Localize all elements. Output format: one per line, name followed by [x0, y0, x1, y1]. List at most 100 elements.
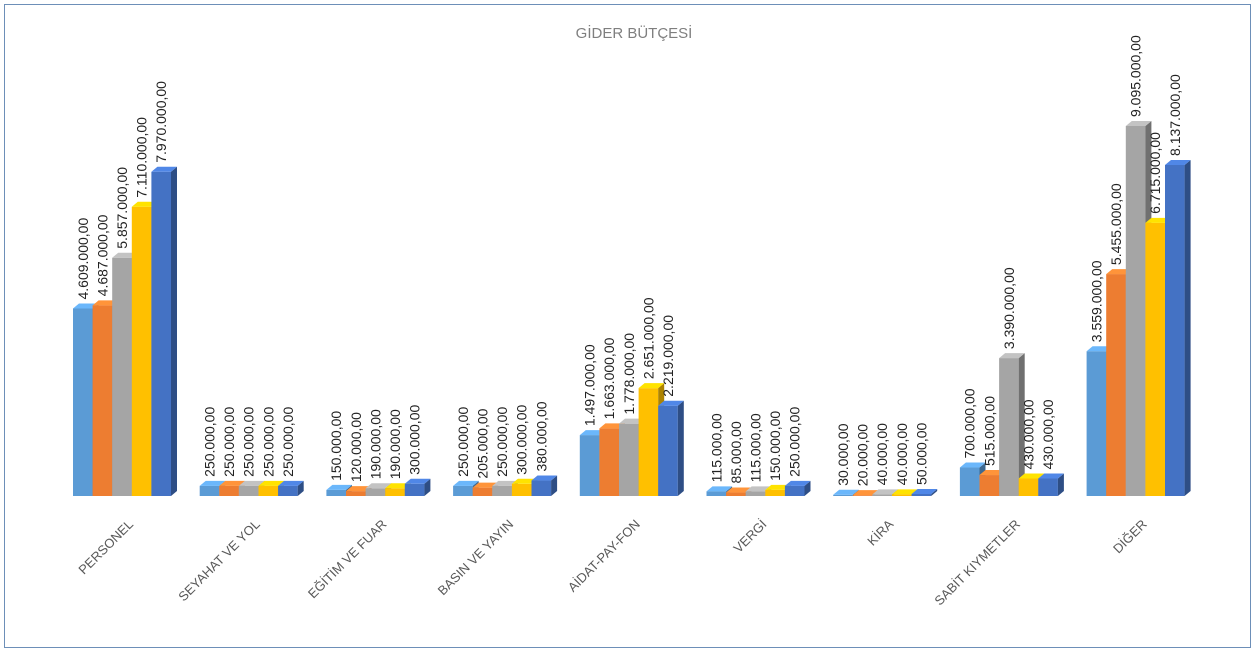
- bar-front: [852, 495, 873, 496]
- data-label: 120.000,00: [348, 412, 364, 482]
- bar-top: [599, 423, 625, 429]
- bar-front: [151, 171, 171, 496]
- bar-top: [531, 475, 558, 481]
- bar-front: [911, 493, 932, 496]
- category-label: PERSONEL: [75, 517, 136, 578]
- data-label: 7.970.000,00: [153, 81, 169, 163]
- bar-front: [1165, 164, 1185, 496]
- data-label: 7.110.000,00: [134, 117, 150, 198]
- bar-front: [346, 491, 366, 496]
- data-label: 380.000,00: [533, 401, 549, 471]
- bar-top: [199, 480, 226, 486]
- bar-top: [579, 430, 606, 436]
- bar-front: [258, 485, 279, 496]
- bar-side: [297, 480, 304, 496]
- data-label: 1.663.000,00: [601, 337, 617, 419]
- bar: [784, 480, 811, 496]
- category-label: KİRA: [864, 516, 896, 548]
- bar-side: [171, 166, 177, 496]
- bar-top: [492, 480, 518, 486]
- bar: [404, 478, 431, 496]
- bar-top: [511, 478, 538, 484]
- bar-front: [385, 488, 405, 496]
- bar-top: [833, 489, 859, 495]
- bar-top: [745, 486, 772, 492]
- data-label: 9.095.000,00: [1128, 35, 1144, 117]
- data-label: 1.778.000,00: [621, 333, 637, 415]
- bar-top: [472, 482, 499, 488]
- data-label: 430.000,00: [1040, 399, 1056, 469]
- data-label: 190.000,00: [387, 409, 403, 479]
- bar-front: [658, 405, 678, 496]
- bar-top: [326, 484, 352, 490]
- data-label: 4.609.000,00: [75, 218, 91, 300]
- bar-top: [892, 489, 918, 495]
- bar-front: [131, 206, 152, 496]
- category-label: SABİT KIYMETLER: [931, 517, 1023, 609]
- data-label: 40.000,00: [894, 423, 910, 485]
- category-label: BASIN VE YAYIN: [435, 517, 517, 599]
- data-label: 250.000,00: [221, 407, 237, 477]
- data-label: 250.000,00: [455, 407, 471, 477]
- data-label: 250.000,00: [280, 407, 296, 477]
- category-labels-layer: PERSONEL SEYAHAT VE YOL EĞİTİM VE FUAR BASI…: [75, 516, 1149, 608]
- chart-title: GİDER BÜTÇESİ: [576, 24, 693, 42]
- bar-top: [979, 470, 1006, 476]
- bar-front: [92, 305, 113, 496]
- bar-front: [599, 428, 619, 496]
- category-label: VERGİ: [730, 517, 769, 556]
- bar-front: [784, 485, 805, 496]
- bar-top: [658, 400, 684, 406]
- bar-top: [1018, 473, 1045, 479]
- bar-top: [219, 480, 245, 486]
- bar: [151, 166, 177, 496]
- bar-top: [131, 201, 158, 207]
- bar-front: [833, 494, 853, 496]
- data-label: 8.137.000,00: [1167, 74, 1183, 156]
- category-label: DİĞER: [1110, 517, 1150, 557]
- bar-front: [112, 257, 132, 496]
- bar-top: [726, 487, 752, 493]
- data-label: 4.687.000,00: [94, 214, 110, 296]
- bar-top: [1125, 121, 1152, 126]
- bar-front: [726, 492, 746, 496]
- bar-top: [151, 166, 177, 172]
- data-label: 250.000,00: [202, 407, 218, 477]
- bar: [999, 353, 1025, 496]
- bar-top: [872, 489, 898, 495]
- chart-frame: GİDER BÜTÇESİ 4.609.000,00 4.687.000,00 5.…: [4, 4, 1251, 648]
- category-label: AİDAT-PAY-FON: [565, 517, 643, 595]
- bar-top: [112, 252, 138, 258]
- bar-front: [745, 491, 766, 496]
- bar-front: [238, 485, 259, 496]
- bar-front: [73, 308, 93, 496]
- bar-top: [638, 383, 665, 389]
- bar-top: [238, 480, 265, 486]
- bar-front: [1086, 351, 1107, 496]
- bar-front: [1038, 478, 1058, 496]
- bar-front: [219, 485, 239, 496]
- bar-front: [1125, 126, 1146, 496]
- data-label: 250.000,00: [787, 407, 803, 477]
- data-label: 1.497.000,00: [582, 344, 598, 426]
- bar: [278, 480, 304, 496]
- bar-top: [385, 483, 411, 489]
- bar-front: [959, 467, 980, 496]
- bar-top: [706, 486, 733, 492]
- data-label: 250.000,00: [494, 407, 510, 477]
- bar-side: [1057, 473, 1064, 496]
- data-label: 3.390.000,00: [1001, 267, 1017, 349]
- bar-top: [1086, 346, 1113, 352]
- bar-front: [531, 480, 552, 496]
- data-label: 40.000,00: [874, 423, 890, 485]
- data-label: 85.000,00: [728, 421, 744, 483]
- bar-top: [92, 300, 119, 306]
- data-label: 115.000,00: [748, 413, 764, 482]
- data-labels-layer: 4.609.000,00 4.687.000,005.857.000,007.11…: [75, 35, 1183, 486]
- data-label: 3.559.000,00: [1088, 260, 1104, 342]
- bar: [531, 475, 558, 496]
- bar-front: [979, 475, 1000, 496]
- bar-top: [1165, 159, 1191, 165]
- bar-front: [511, 483, 532, 496]
- bar-top: [258, 480, 285, 486]
